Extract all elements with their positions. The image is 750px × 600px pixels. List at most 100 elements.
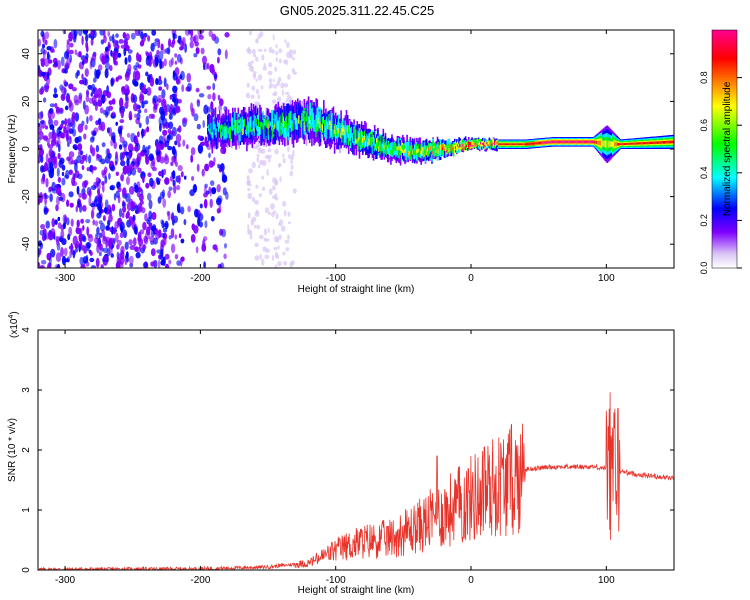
ridge-cell [438,147,441,156]
noise-speckle [196,123,201,130]
noise-speckle [272,177,277,184]
ridge-cell [620,143,623,146]
ridge-cell [490,141,493,145]
noise-speckle [73,94,79,104]
noise-speckle [43,207,48,215]
ridge-cell [368,134,370,142]
ridge-cell [236,126,238,134]
noise-speckle [259,159,264,166]
ridge-cell [486,144,488,147]
ridge-cell [431,151,433,155]
noise-speckle [264,254,270,259]
noise-speckle [126,256,129,263]
noise-speckle [180,171,184,178]
noise-speckle [122,229,128,239]
noise-speckle [127,64,132,72]
noise-speckle [267,70,273,76]
noise-speckle [211,187,217,195]
ridge-cell [347,133,350,139]
noise-speckle [151,212,157,220]
noise-speckle [44,31,50,39]
noise-speckle [119,119,125,124]
ridge-cell [652,141,654,145]
noise-speckle [120,174,124,182]
noise-speckle [91,83,96,94]
noise-speckle [282,157,286,164]
ridge-cell [617,142,619,146]
noise-speckle [82,100,86,110]
noise-speckle [95,69,102,76]
noise-speckle [271,99,277,104]
noise-speckle [120,245,125,255]
ridge-cell [213,121,216,130]
noise-speckle [224,49,228,60]
ridge-cell [221,124,223,140]
ridge-cell [664,141,666,144]
noise-speckle [158,86,163,91]
noise-speckle [264,207,270,214]
ridge-cell [308,117,311,124]
noise-speckle [61,164,66,171]
noise-speckle [38,38,41,47]
ridge-cell [567,140,570,143]
noise-speckle [40,30,45,38]
ridge-cell [502,143,505,146]
ridge-cell [396,150,399,156]
noise-speckle [164,140,170,148]
noise-speckle [59,123,64,129]
noise-speckle [73,30,77,40]
ridge-cell [214,124,217,132]
ridge-cell [404,146,406,154]
noise-speckle [275,192,278,199]
spectrogram-heatmap [38,30,674,268]
noise-speckle [177,35,182,41]
noise-speckle [193,184,197,193]
ridge-cell [549,141,551,144]
ridge-cell [266,120,269,129]
noise-speckle [255,78,258,82]
ridge-cell [563,140,565,143]
noise-speckle [157,196,162,204]
ridge-cell [258,119,260,127]
noise-speckle [40,165,45,173]
noise-speckle [81,73,84,80]
noise-speckle [224,243,227,249]
noise-speckle [60,56,65,67]
ridge-cell [252,121,255,130]
ridge-cell [371,132,374,144]
ridge-cell [450,147,453,152]
noise-speckle [148,61,152,67]
noise-speckle [267,227,270,234]
noise-speckle [139,229,145,235]
noise-speckle [274,264,278,268]
noise-speckle [191,176,195,181]
ridge-cell [231,124,233,139]
noise-speckle [172,33,178,39]
snr-line-layer [38,392,674,570]
noise-speckle [82,235,87,243]
noise-speckle [108,214,113,223]
ridge-cell [459,144,461,148]
noise-speckle [267,148,272,153]
ridge-cell [448,148,451,151]
ridge-cell [233,124,235,130]
noise-speckle [253,145,259,150]
ridge-cell [284,121,286,138]
ridge-cell [301,115,303,124]
noise-speckle [66,199,70,207]
ridge-cell [471,140,473,146]
ridge-cell [608,140,611,148]
noise-speckle [87,233,93,238]
ridge-cell [355,129,358,139]
ridge-cell [290,119,293,127]
noise-speckle [90,209,95,220]
ridge-cell [640,142,642,145]
ridge-cell [236,120,238,132]
noise-speckle [47,231,54,241]
noise-speckle [40,223,46,230]
ridge-cell [400,148,403,153]
noise-speckle [56,167,60,177]
noise-speckle [155,177,160,183]
ridge-cell [425,145,428,151]
noise-speckle [74,243,79,249]
